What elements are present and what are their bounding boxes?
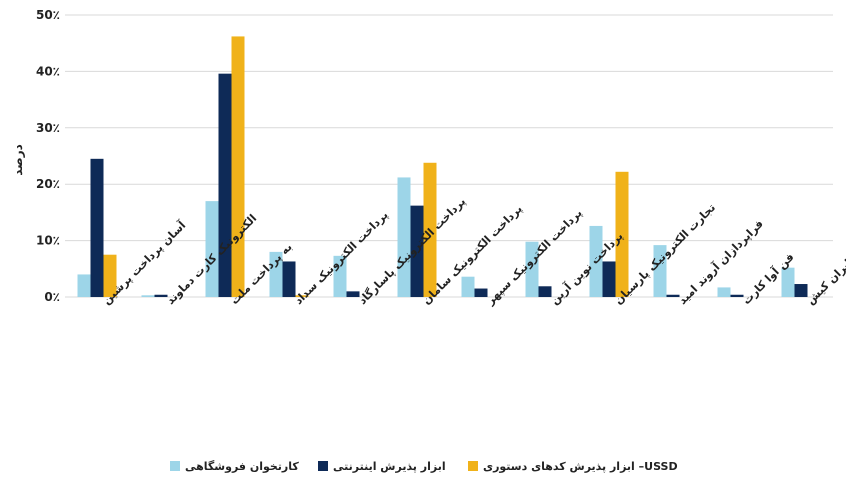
legend-swatch — [318, 461, 328, 471]
bar — [397, 177, 411, 297]
bar — [103, 254, 117, 297]
bar — [666, 294, 680, 297]
y-tick-label: 40٪ — [36, 64, 60, 78]
bar — [77, 274, 91, 297]
legend: کارتخوان فروشگاهی ابزار پذیرش اینترنتی ابز… — [170, 460, 678, 473]
bar — [653, 245, 667, 297]
legend-label: ابزار پذیرش کدهای دستوری –USSD — [483, 460, 678, 473]
bar — [231, 36, 245, 297]
bar — [346, 291, 360, 297]
legend-swatch — [468, 461, 478, 471]
bar — [154, 294, 168, 297]
bar — [282, 261, 296, 297]
legend-label: ابزار پذیرش اینترنتی — [333, 460, 446, 473]
bar — [423, 162, 437, 297]
bar — [410, 205, 424, 297]
y-tick-label: 50٪ — [36, 8, 60, 22]
y-axis-label: درصد — [11, 144, 25, 176]
bar — [205, 201, 219, 297]
x-tick-label: کارت اعتباری ایران کیش — [804, 202, 846, 307]
y-axis-ticks: 0٪ 10٪ 20٪ 30٪ 40٪ 50٪ — [36, 8, 60, 304]
legend-swatch — [170, 461, 180, 471]
legend-label: کارتخوان فروشگاهی — [185, 460, 299, 473]
y-tick-label: 20٪ — [36, 177, 60, 191]
y-tick-label: 30٪ — [36, 121, 60, 135]
bar — [461, 276, 475, 297]
bars — [77, 36, 808, 297]
y-tick-label: 0٪ — [44, 290, 60, 304]
bar — [538, 286, 552, 297]
bar — [615, 171, 629, 297]
bar — [525, 241, 539, 297]
bar — [794, 284, 808, 297]
bar — [589, 225, 603, 297]
bar — [90, 158, 104, 297]
y-tick-label: 10٪ — [36, 234, 60, 248]
bar — [295, 295, 309, 297]
bar — [717, 287, 731, 297]
bar — [333, 255, 347, 297]
bar — [730, 294, 744, 297]
bar — [781, 267, 795, 297]
gridlines — [65, 14, 833, 298]
bar — [218, 73, 232, 297]
bar — [141, 295, 155, 297]
bar — [474, 288, 488, 297]
bar — [602, 261, 616, 297]
bar — [269, 251, 283, 297]
